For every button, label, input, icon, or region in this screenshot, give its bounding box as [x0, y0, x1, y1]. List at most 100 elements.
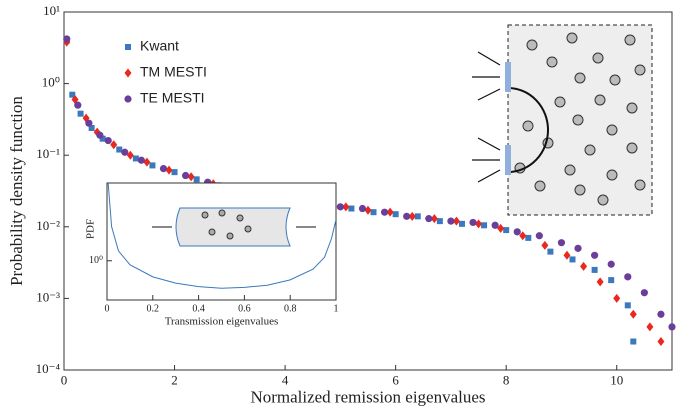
marker: [110, 140, 118, 150]
marker: [547, 248, 554, 255]
marker: [630, 338, 637, 345]
marker: [392, 211, 399, 218]
marker: [481, 222, 488, 229]
marker: [491, 221, 499, 229]
x-tick-label: 6: [392, 373, 399, 388]
marker: [513, 228, 521, 236]
marker: [613, 293, 621, 303]
marker: [124, 68, 132, 78]
marker: [640, 289, 648, 297]
main-chart: 0 2 4 6 8 1010⁻⁴10⁻³10⁻²10⁻¹10⁰10¹Normalized …: [7, 3, 676, 407]
y-axis-label: Probability density function: [7, 96, 26, 286]
x-tick-label: 0: [105, 303, 110, 314]
y-tick-label: 10⁰: [42, 75, 60, 90]
marker: [370, 209, 377, 216]
inset-chart: 0 0.2 0.4 0.6 0.8 1 10⁰ Transmission eigenvalue…: [85, 182, 339, 328]
output-port: [505, 62, 511, 92]
marker: [77, 110, 84, 117]
x-tick-label: 0.8: [284, 303, 297, 314]
plot-frame: [63, 11, 673, 371]
x-tick-label: 8: [503, 373, 510, 388]
marker: [469, 218, 477, 227]
marker: [96, 131, 104, 139]
marker: [182, 171, 190, 180]
marker: [624, 273, 632, 281]
marker: [193, 176, 200, 183]
x-axis-label: Transmission eigenvalues: [165, 316, 279, 328]
arrows: [472, 51, 501, 183]
marker: [132, 155, 139, 162]
marker: [171, 169, 178, 176]
marker: [525, 234, 532, 241]
marker: [121, 148, 129, 156]
marker: [624, 302, 631, 309]
marker: [629, 309, 637, 319]
marker: [646, 322, 654, 332]
semicircle: [507, 87, 549, 173]
marker: [126, 150, 134, 160]
marker: [85, 119, 93, 127]
marker: [607, 260, 615, 268]
marker: [116, 146, 123, 153]
marker: [458, 220, 465, 227]
marker: [149, 162, 156, 169]
marker: [541, 240, 549, 250]
scatter-schematic: [472, 24, 653, 216]
marker: [74, 101, 82, 109]
marker: [69, 91, 76, 98]
marker: [336, 203, 344, 211]
x-tick-label: 10: [610, 373, 623, 388]
marker: [657, 337, 665, 347]
marker: [380, 208, 389, 216]
marker: [124, 95, 132, 103]
marker: [657, 310, 665, 318]
marker: [503, 227, 510, 234]
marker: [104, 136, 112, 145]
x-tick-label: 0.6: [238, 303, 251, 314]
marker: [386, 207, 394, 217]
x-tick-label: 4: [282, 373, 289, 388]
marker: [165, 165, 173, 175]
marker: [436, 218, 443, 225]
marker: [358, 204, 367, 213]
input-port: [505, 145, 511, 175]
marker: [608, 277, 615, 284]
marker: [475, 219, 483, 229]
marker: [563, 250, 571, 260]
marker: [403, 212, 411, 220]
marker: [430, 214, 438, 224]
marker: [447, 217, 455, 225]
marker: [574, 244, 582, 252]
marker: [535, 232, 543, 240]
marker: [591, 251, 599, 259]
x-tick-label: 0.2: [147, 303, 160, 314]
marker: [414, 213, 421, 220]
marker: [364, 205, 372, 215]
marker: [668, 323, 676, 331]
legend-label: TM MESTI: [140, 64, 207, 80]
marker: [63, 35, 71, 43]
marker: [159, 164, 168, 173]
marker: [408, 211, 416, 221]
x-tick-label: 0: [61, 373, 68, 388]
marker: [497, 223, 505, 233]
marker: [557, 239, 566, 247]
y-tick-label: 10⁻²: [36, 218, 60, 233]
marker: [452, 216, 460, 226]
legend-label: Kwant: [140, 38, 179, 54]
marker: [99, 135, 106, 142]
x-tick-label: 1: [334, 303, 339, 314]
marker: [580, 261, 588, 271]
y-tick-label: 10⁰: [89, 255, 103, 266]
plot-frame: [106, 182, 337, 301]
y-tick-label: 10¹: [43, 3, 60, 18]
waveguide: [175, 207, 291, 247]
scatterers: [514, 32, 646, 206]
marker: [88, 124, 95, 131]
waveguide-schematic: [152, 207, 316, 247]
marker: [125, 44, 131, 50]
legend-label: TE MESTI: [140, 90, 205, 106]
marker: [143, 157, 151, 167]
line: [107, 183, 336, 289]
marker: [519, 231, 527, 241]
